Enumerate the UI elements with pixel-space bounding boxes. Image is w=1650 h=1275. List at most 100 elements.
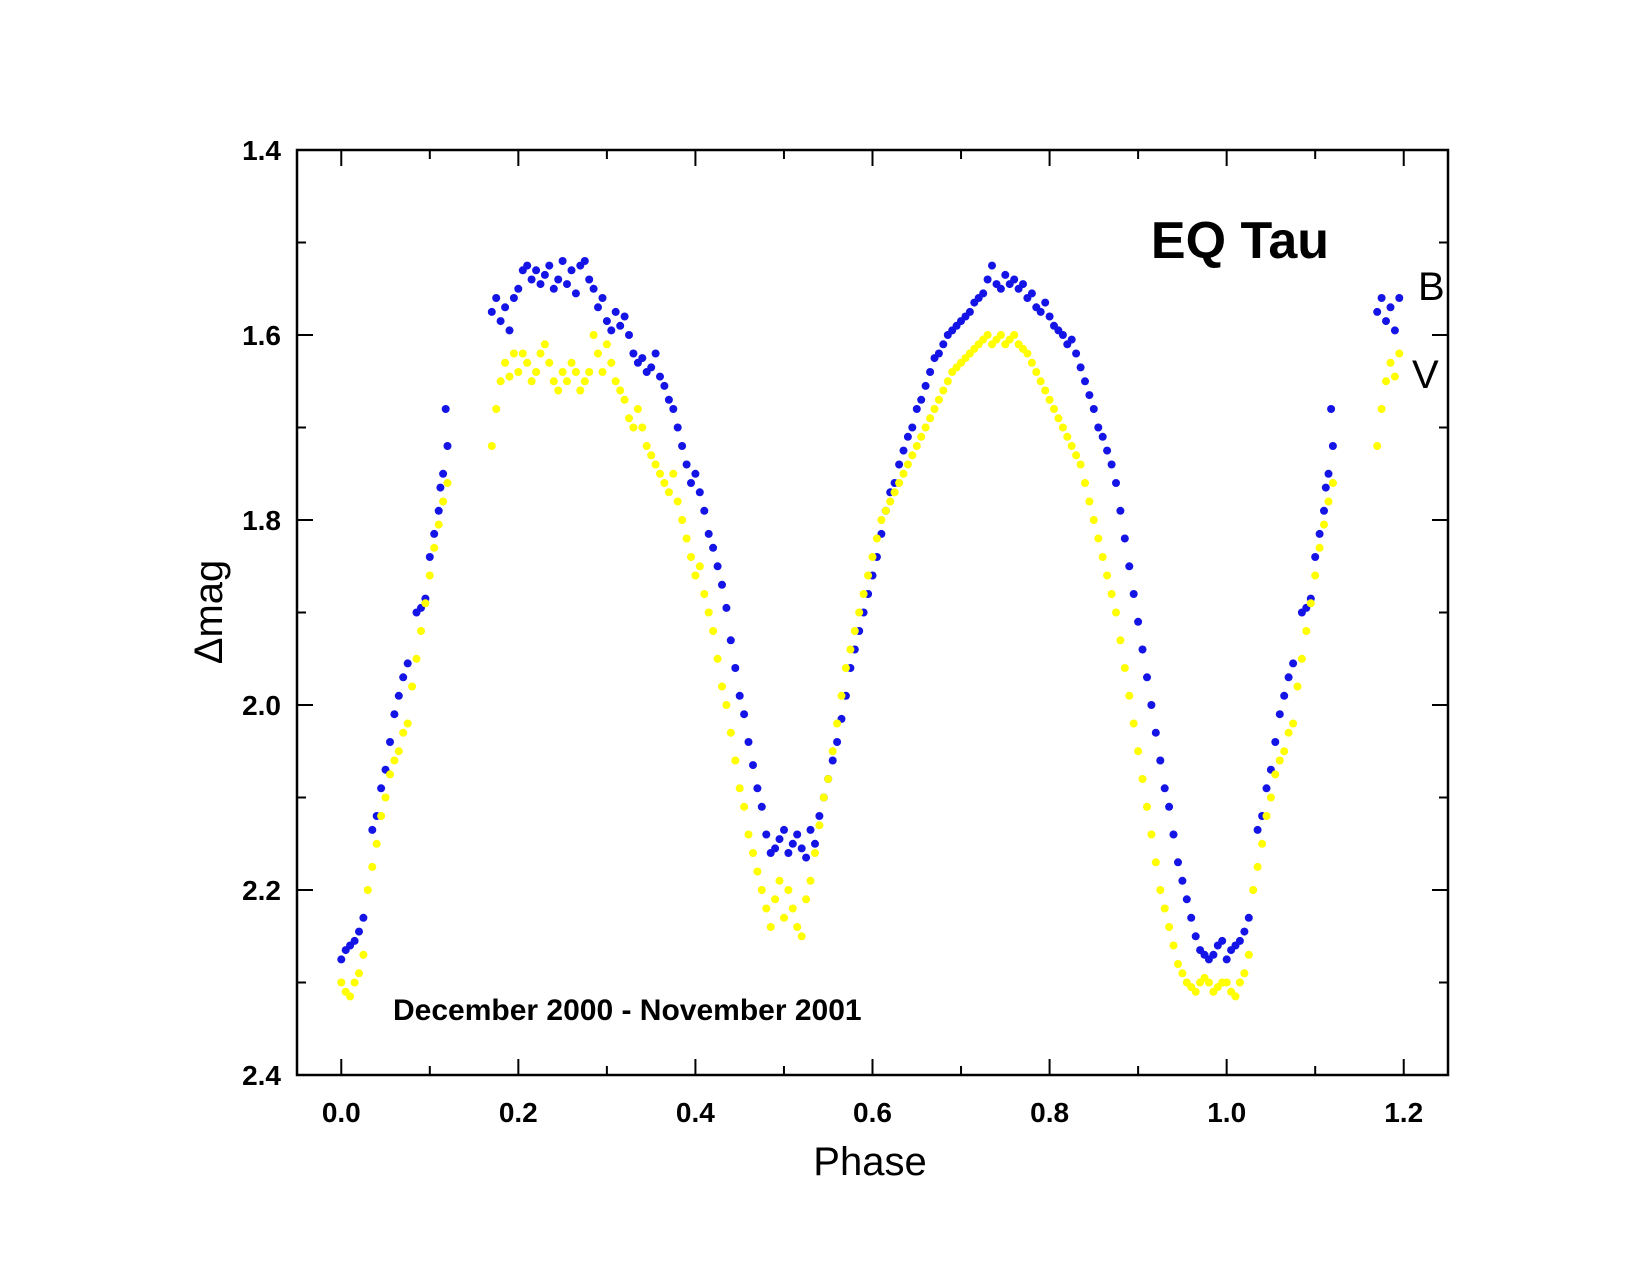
data-point-b	[1107, 460, 1116, 469]
x-tick-label: 1.2	[1384, 1097, 1423, 1128]
data-point-b	[1182, 895, 1191, 904]
data-point-b	[1280, 691, 1289, 700]
data-point-v	[1306, 599, 1315, 608]
data-point-b	[1382, 317, 1390, 326]
data-point-v	[1382, 377, 1390, 386]
data-point-b	[793, 830, 802, 839]
data-point-v	[656, 469, 664, 478]
data-point-b	[1395, 294, 1404, 302]
data-point-v	[695, 562, 704, 571]
data-point-v	[1125, 691, 1134, 700]
data-point-v	[1289, 719, 1298, 728]
data-point-v	[638, 423, 647, 432]
data-point-b	[620, 312, 629, 321]
y-tick-label: 2.2	[242, 875, 281, 906]
data-point-v	[430, 543, 439, 552]
data-point-b	[436, 483, 445, 492]
data-point-v	[1032, 368, 1041, 376]
data-point-v	[802, 895, 811, 904]
data-point-b	[1328, 442, 1337, 450]
data-point-v	[1244, 950, 1253, 959]
data-point-v	[939, 386, 948, 395]
data-point-v	[540, 340, 549, 349]
data-point-b	[651, 349, 660, 358]
data-point-b	[771, 844, 780, 853]
data-point-b	[1178, 876, 1187, 885]
data-point-v	[629, 423, 638, 432]
data-point-v	[1258, 839, 1267, 848]
data-point-v	[616, 386, 625, 395]
data-point-v	[1284, 728, 1293, 737]
data-point-v	[571, 368, 580, 376]
data-point-v	[567, 358, 576, 367]
data-point-b	[1235, 936, 1244, 945]
data-point-v	[797, 932, 806, 941]
data-point-b	[501, 303, 510, 312]
data-point-v	[421, 599, 430, 608]
data-point-b	[390, 710, 399, 719]
data-point-b	[1324, 469, 1333, 478]
data-point-b	[815, 812, 824, 820]
data-point-b	[1187, 913, 1196, 922]
data-point-b	[903, 432, 912, 441]
y-tick-label: 1.8	[242, 505, 281, 536]
data-point-b	[589, 284, 598, 293]
data-point-b	[492, 294, 501, 302]
y-tick-label: 2.4	[242, 1060, 281, 1091]
data-point-v	[425, 571, 434, 580]
data-point-b	[695, 488, 704, 497]
data-point-b	[1098, 432, 1107, 441]
data-point-b	[926, 368, 935, 376]
data-point-b	[731, 664, 740, 672]
data-point-b	[625, 331, 633, 339]
data-point-v	[1253, 862, 1262, 871]
data-point-b	[1174, 858, 1182, 867]
data-point-b	[939, 340, 948, 349]
data-point-b	[1253, 825, 1262, 834]
data-point-v	[1174, 960, 1182, 968]
data-point-b	[1311, 553, 1320, 561]
data-point-b	[443, 442, 452, 450]
data-point-b	[580, 257, 589, 265]
data-point-v	[664, 488, 673, 497]
data-point-b	[1041, 298, 1050, 307]
data-point-v	[837, 691, 846, 700]
data-point-b	[740, 710, 749, 719]
data-point-b	[965, 307, 974, 316]
data-point-b	[585, 275, 594, 284]
data-point-b	[598, 294, 607, 302]
data-point-v	[532, 368, 541, 376]
x-axis-title: Phase	[813, 1140, 926, 1184]
data-point-v	[1050, 405, 1058, 413]
data-point-v	[687, 553, 695, 561]
data-point-b	[744, 738, 753, 746]
data-point-v	[417, 627, 425, 635]
x-axis-tick-labels: 0.0 0.2 0.4 0.6 0.8 1.0 1.2	[322, 1097, 1423, 1128]
data-point-v	[868, 553, 877, 561]
data-point-b	[1315, 529, 1324, 538]
data-point-v	[527, 377, 536, 386]
data-point-b	[1112, 479, 1120, 487]
data-point-v	[1023, 349, 1032, 358]
data-point-v	[412, 654, 421, 663]
data-point-v	[983, 331, 992, 339]
data-point-v	[1147, 830, 1156, 839]
data-point-v	[780, 913, 788, 922]
data-point-v	[673, 497, 682, 506]
data-point-v	[390, 756, 399, 765]
data-point-b	[1134, 617, 1143, 626]
data-point-v	[691, 571, 700, 580]
data-point-b	[1058, 331, 1067, 339]
data-point-v	[815, 821, 824, 830]
data-point-v	[576, 386, 585, 395]
legend-label-v: V	[1412, 353, 1439, 397]
data-point-b	[762, 830, 771, 839]
data-point-v	[1266, 793, 1275, 802]
data-point-v	[1085, 497, 1094, 506]
data-point-v	[1390, 372, 1399, 381]
data-point-b	[673, 423, 682, 432]
data-point-v	[704, 608, 713, 617]
data-point-b	[788, 839, 797, 848]
data-point-b	[527, 275, 536, 284]
data-point-b	[735, 691, 744, 700]
